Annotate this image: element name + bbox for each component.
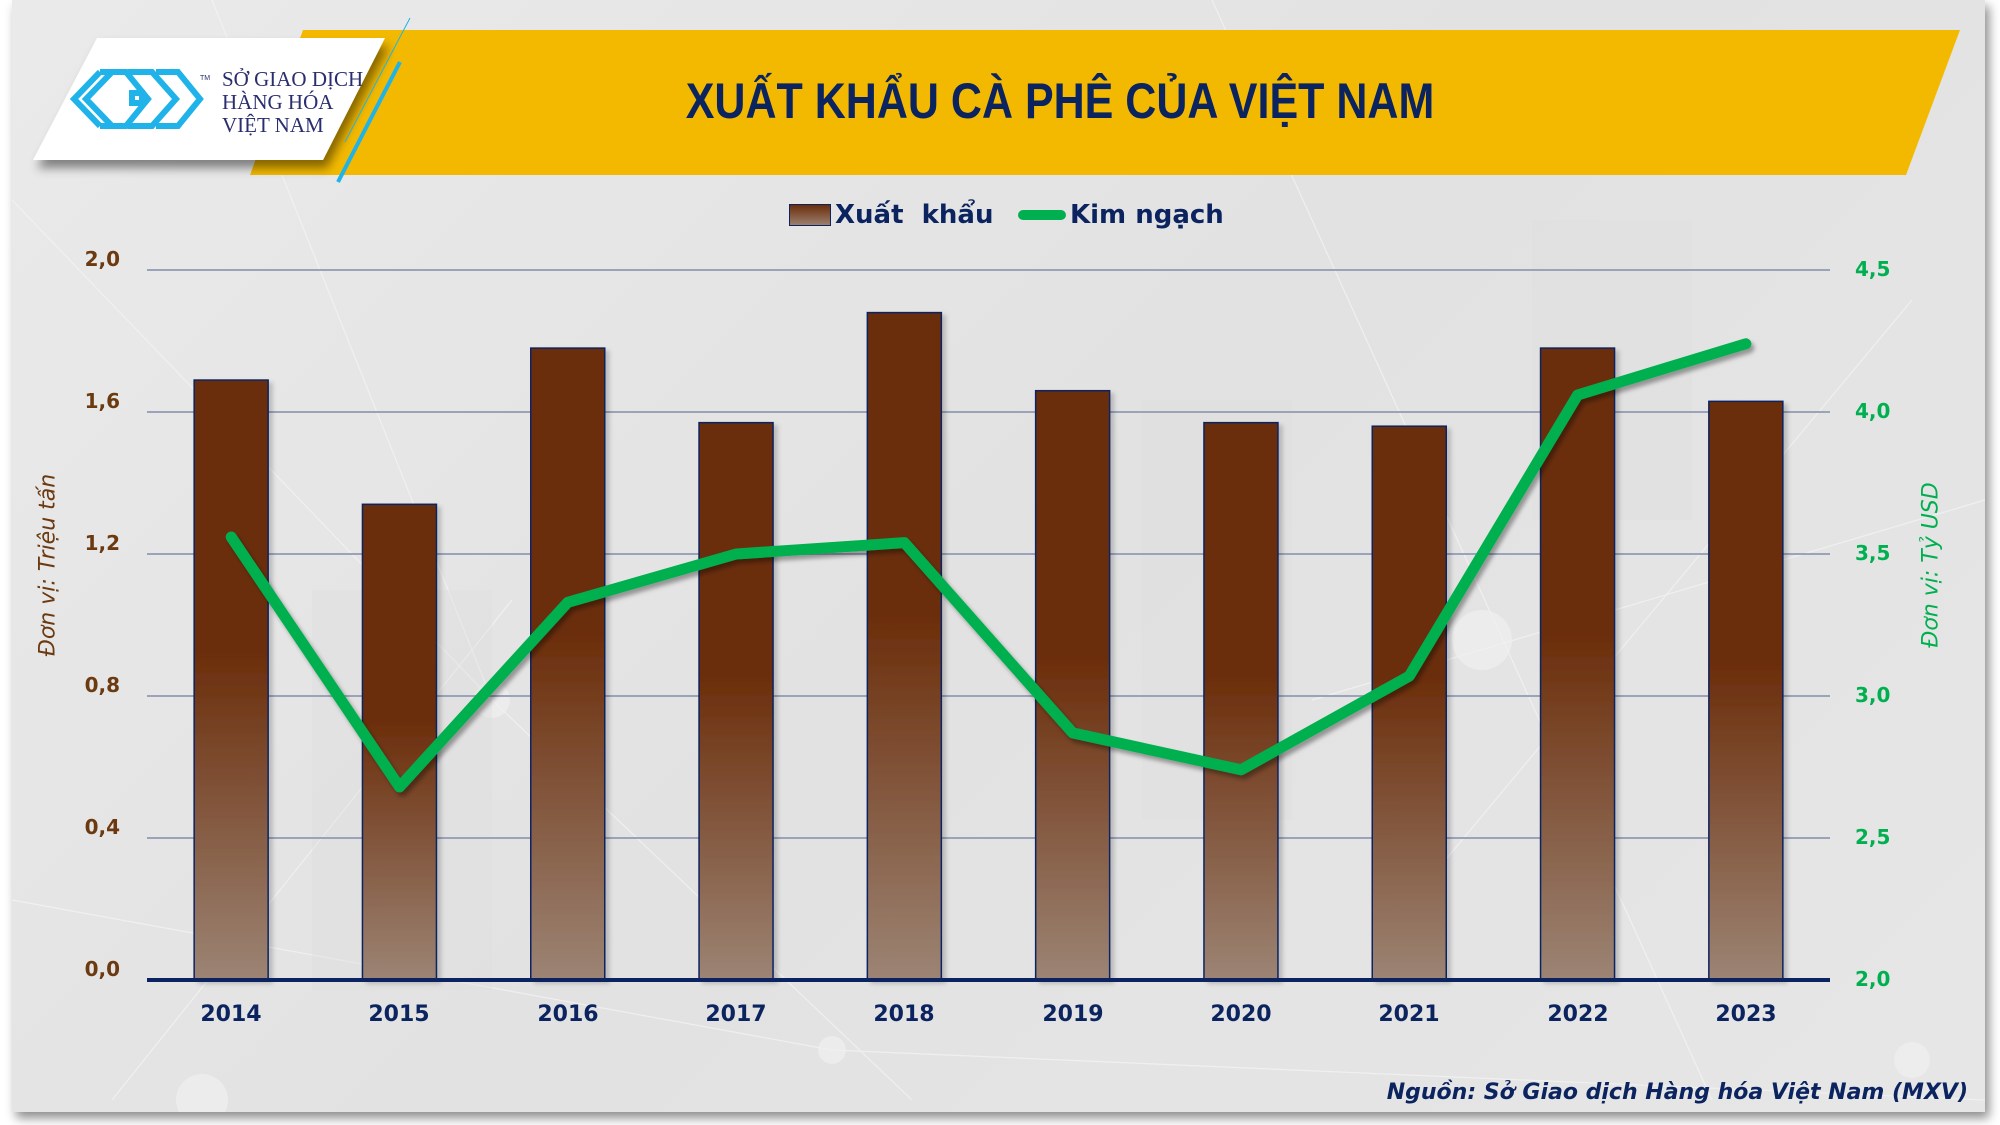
chart-title: XUẤT KHẨU CÀ PHÊ CỦA VIỆT NAM: [685, 73, 1435, 129]
right-tick: 2,5: [1855, 825, 1891, 849]
x-tick: 2016: [537, 1002, 599, 1027]
source-note: Nguồn: Sở Giao dịch Hàng hóa Việt Nam (M…: [1386, 1080, 1968, 1105]
header-banner: [33, 17, 1960, 183]
legend-label-value: Kim ngạch: [1070, 200, 1224, 230]
bar-2017: [698, 421, 774, 981]
legend-label-exports: Xuất khẩu: [835, 200, 994, 230]
bar-2018: [866, 311, 943, 981]
line-series-value: [225, 338, 1752, 793]
right-tick: 4,0: [1855, 399, 1891, 423]
left-tick: 0,4: [84, 815, 120, 839]
left-tick: 1,2: [84, 531, 120, 555]
left-tick: 1,6: [84, 389, 120, 413]
bar-2022: [1539, 347, 1616, 981]
title-banner-shape: [250, 30, 1960, 175]
logo-line-2: HÀNG HÓA: [222, 90, 334, 114]
left-axis-title: Đơn vị: Triệu tấn: [35, 473, 61, 657]
logo-text: SỞ GIAO DỊCH HÀNG HÓA VIỆT NAM: [222, 68, 363, 137]
x-tick: 2023: [1715, 1002, 1777, 1027]
x-tick: 2015: [368, 1002, 430, 1027]
x-tick: 2017: [705, 1002, 767, 1027]
legend-item-exports[interactable]: Xuất khẩu: [789, 200, 994, 230]
x-tick: 2019: [1042, 1002, 1104, 1027]
x-tick: 2018: [873, 1002, 935, 1027]
bar-2020: [1203, 421, 1279, 981]
right-tick: 2,0: [1855, 967, 1891, 991]
mxv-logo-icon: [69, 69, 204, 129]
bar-2021: [1371, 425, 1447, 981]
right-tick: 3,0: [1855, 683, 1891, 707]
bar-series-exports: [193, 311, 1784, 981]
trademark-mark: TM: [200, 75, 211, 82]
logo-line-3: VIỆT NAM: [222, 113, 324, 137]
left-tick: 0,8: [84, 673, 120, 697]
bar-2023: [1708, 400, 1784, 981]
right-tick: 4,5: [1855, 257, 1891, 281]
left-tick: 0,0: [84, 957, 120, 981]
left-tick: 2,0: [84, 247, 120, 271]
logo-card: [33, 38, 385, 160]
accent-line-thin: [344, 17, 411, 143]
bar-2019: [1034, 389, 1111, 981]
chart-legend: Xuất khẩu Kim ngạch: [0, 200, 2000, 240]
accent-line-thick: [336, 61, 402, 183]
right-axis-title: Đơn vị: Tỷ USD: [1918, 482, 1944, 648]
legend-item-value[interactable]: Kim ngạch: [1018, 200, 1224, 230]
x-tick: 2020: [1210, 1002, 1272, 1027]
x-tick: 2014: [200, 1002, 262, 1027]
bar-2016: [530, 347, 606, 981]
right-tick: 3,5: [1855, 541, 1891, 565]
bar-swatch-icon: [789, 204, 831, 226]
line-swatch-icon: [1018, 210, 1066, 220]
logo-line-1: SỞ GIAO DỊCH: [222, 67, 364, 91]
x-tick: 2021: [1378, 1002, 1440, 1027]
bar-2014: [193, 379, 269, 981]
x-tick: 2022: [1547, 1002, 1609, 1027]
